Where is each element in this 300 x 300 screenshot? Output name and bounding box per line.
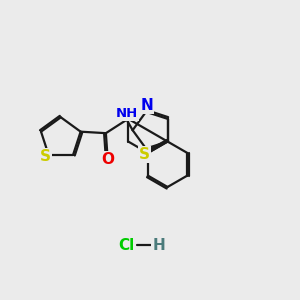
Text: Cl: Cl: [118, 238, 134, 253]
Text: H: H: [152, 238, 165, 253]
Text: NH: NH: [116, 107, 138, 120]
Text: S: S: [40, 149, 51, 164]
Text: O: O: [101, 152, 114, 167]
Text: N: N: [140, 98, 153, 113]
Text: S: S: [139, 147, 150, 162]
